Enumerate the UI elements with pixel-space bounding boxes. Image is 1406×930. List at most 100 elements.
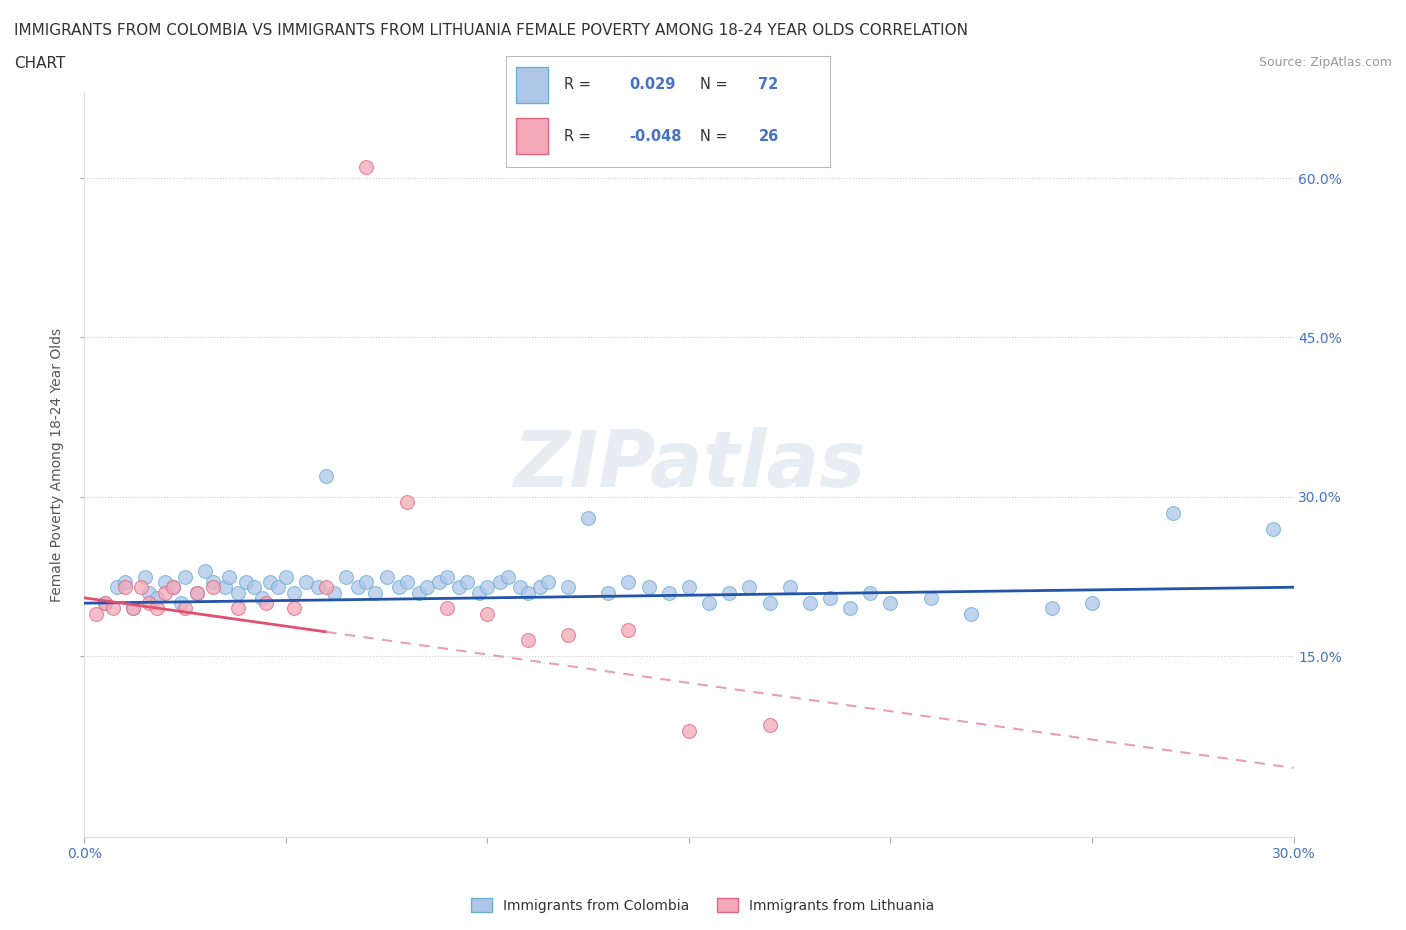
Point	[839, 601, 862, 616]
FancyBboxPatch shape	[516, 67, 548, 102]
Point	[146, 591, 169, 605]
Text: R =: R =	[564, 77, 596, 92]
Point	[93, 596, 115, 611]
FancyBboxPatch shape	[516, 118, 548, 154]
Point	[427, 575, 450, 590]
Point	[637, 579, 659, 594]
Point	[242, 579, 264, 594]
Point	[170, 596, 193, 611]
Point	[93, 596, 115, 611]
Point	[408, 585, 430, 600]
Point	[202, 575, 225, 590]
Point	[129, 579, 152, 594]
Point	[121, 601, 143, 616]
Point	[468, 585, 491, 600]
Point	[114, 575, 136, 590]
Text: CHART: CHART	[14, 56, 66, 71]
Legend: Immigrants from Colombia, Immigrants from Lithuania: Immigrants from Colombia, Immigrants fro…	[465, 893, 941, 919]
Text: N =: N =	[700, 77, 733, 92]
Point	[363, 585, 385, 600]
Point	[86, 606, 108, 621]
Point	[436, 601, 458, 616]
Point	[283, 585, 305, 600]
Point	[259, 575, 281, 590]
Point	[202, 579, 225, 594]
Point	[557, 628, 579, 643]
Point	[576, 511, 599, 525]
Text: -0.048: -0.048	[628, 128, 682, 143]
Point	[416, 579, 439, 594]
Point	[218, 569, 240, 584]
Point	[395, 575, 418, 590]
Point	[274, 569, 297, 584]
Point	[162, 579, 184, 594]
Text: 26: 26	[758, 128, 779, 143]
Point	[529, 579, 551, 594]
Point	[859, 585, 882, 600]
Point	[449, 579, 471, 594]
Point	[226, 601, 249, 616]
Point	[678, 724, 700, 738]
Point	[799, 596, 821, 611]
Point	[488, 575, 510, 590]
Point	[138, 596, 160, 611]
Point	[718, 585, 741, 600]
Point	[697, 596, 720, 611]
Point	[114, 579, 136, 594]
Point	[153, 585, 176, 600]
Point	[214, 579, 236, 594]
Point	[1081, 596, 1104, 611]
Point	[388, 579, 411, 594]
Point	[509, 579, 531, 594]
Point	[162, 579, 184, 594]
Point	[758, 596, 780, 611]
Point	[477, 606, 499, 621]
Point	[105, 579, 128, 594]
Text: 0.029: 0.029	[628, 77, 675, 92]
Point	[283, 601, 305, 616]
Point	[818, 591, 841, 605]
Point	[436, 569, 458, 584]
Point	[496, 569, 519, 584]
Point	[356, 575, 378, 590]
Point	[1040, 601, 1063, 616]
Point	[1161, 505, 1184, 520]
Point	[153, 575, 176, 590]
Point	[186, 585, 208, 600]
Point	[347, 579, 370, 594]
Point	[146, 601, 169, 616]
Point	[295, 575, 318, 590]
Point	[174, 569, 197, 584]
Point	[920, 591, 942, 605]
Point	[477, 579, 499, 594]
Point	[598, 585, 620, 600]
Point	[138, 585, 160, 600]
Point	[516, 633, 538, 648]
Point	[235, 575, 257, 590]
Point	[101, 601, 124, 616]
Point	[254, 596, 277, 611]
Point	[738, 579, 761, 594]
Point	[395, 495, 418, 510]
Point	[315, 579, 337, 594]
Point	[121, 601, 143, 616]
Point	[174, 601, 197, 616]
Point	[323, 585, 346, 600]
Y-axis label: Female Poverty Among 18-24 Year Olds: Female Poverty Among 18-24 Year Olds	[51, 328, 65, 602]
Text: 72: 72	[758, 77, 779, 92]
Text: Source: ZipAtlas.com: Source: ZipAtlas.com	[1258, 56, 1392, 69]
Text: R =: R =	[564, 128, 596, 143]
Point	[226, 585, 249, 600]
Point	[194, 564, 217, 578]
Point	[1263, 522, 1285, 537]
Point	[250, 591, 273, 605]
Point	[375, 569, 398, 584]
Point	[537, 575, 560, 590]
Point	[557, 579, 579, 594]
Text: N =: N =	[700, 128, 733, 143]
Point	[456, 575, 478, 590]
Point	[779, 579, 801, 594]
Point	[267, 579, 290, 594]
Point	[617, 622, 640, 637]
Point	[617, 575, 640, 590]
